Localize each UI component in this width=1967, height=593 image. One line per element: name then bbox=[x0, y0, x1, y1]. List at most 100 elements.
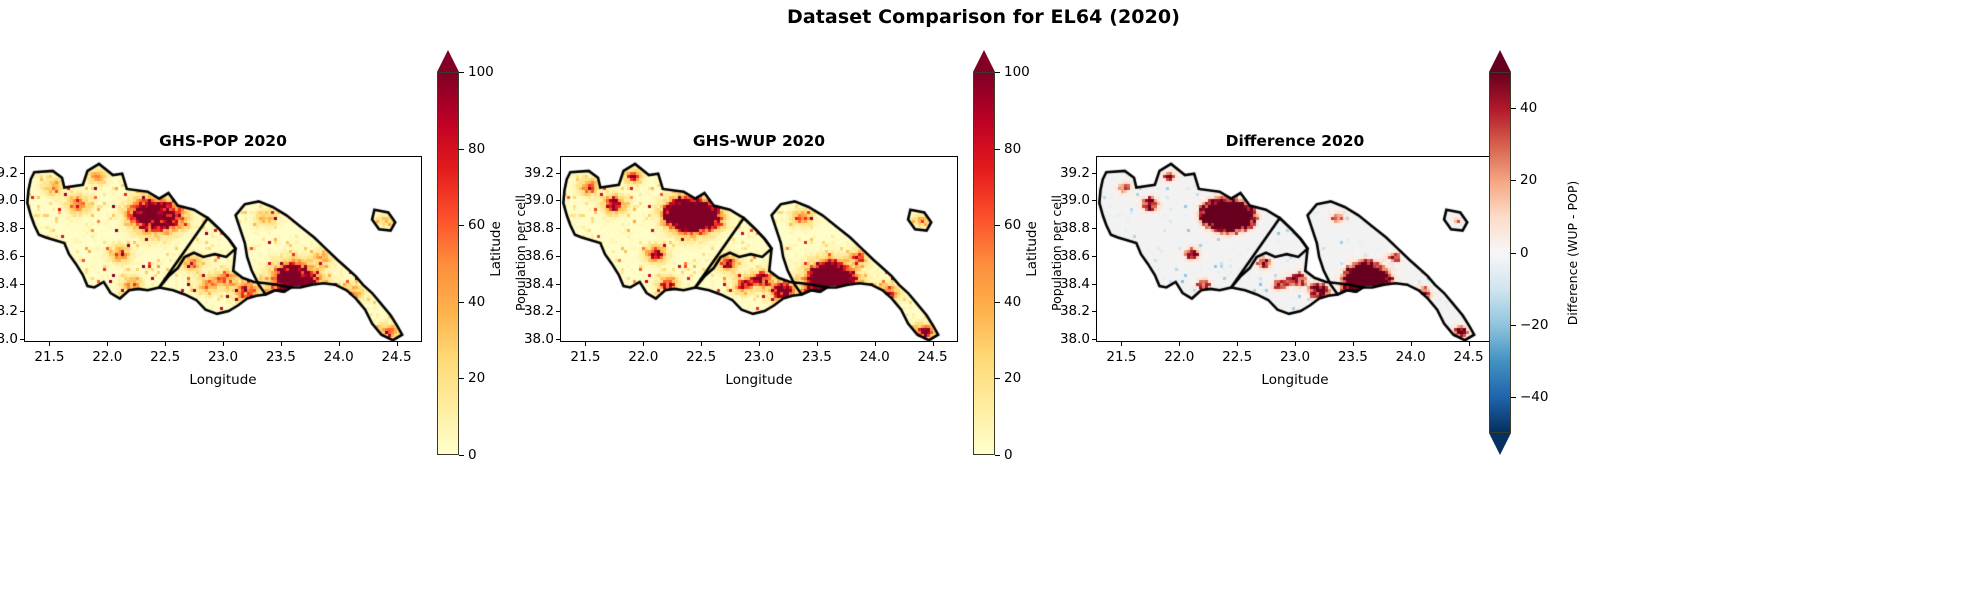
colorbar-tick-label: 0 bbox=[1520, 244, 1529, 261]
xtick-label: 22.0 bbox=[92, 349, 123, 365]
xtick bbox=[1468, 342, 1470, 346]
xtick bbox=[1410, 342, 1412, 346]
xtick bbox=[932, 342, 934, 346]
yaxis-label: Latitude bbox=[1024, 221, 1040, 277]
axes-difference bbox=[1096, 156, 1494, 342]
ytick bbox=[556, 228, 560, 230]
ytick-label: 38.8 bbox=[523, 220, 554, 237]
colorbar-tick bbox=[459, 148, 464, 150]
ytick bbox=[556, 283, 560, 285]
colorbar-tick-label: 20 bbox=[1004, 370, 1022, 387]
map-raster-difference bbox=[1097, 157, 1493, 341]
ytick-label: 38.4 bbox=[0, 275, 18, 292]
xtick-label: 22.0 bbox=[1164, 349, 1195, 365]
colorbar-tick bbox=[995, 225, 1000, 227]
colorbar-tick bbox=[459, 72, 464, 73]
colorbar-tick bbox=[995, 455, 1000, 456]
axes-ghs-pop bbox=[24, 156, 422, 342]
colorbar-tick-label: 20 bbox=[1520, 172, 1538, 189]
xtick-label: 23.0 bbox=[1279, 349, 1311, 365]
colorbar-ghs-wup: 0 20 40 60 80 100 Population per cell bbox=[973, 50, 1064, 463]
xtick bbox=[816, 342, 818, 346]
colorbar-tick bbox=[1511, 324, 1516, 326]
xtick-label: 23.5 bbox=[1337, 349, 1368, 365]
ytick bbox=[1092, 311, 1096, 313]
ytick-label: 39.0 bbox=[1059, 192, 1090, 209]
ytick-label: 39.2 bbox=[0, 164, 18, 181]
ytick-label: 39.0 bbox=[523, 192, 554, 209]
colorbar-gradient-ghs-pop bbox=[437, 72, 459, 455]
map-raster-ghs-wup bbox=[561, 157, 957, 341]
xtick-label: 23.0 bbox=[207, 349, 239, 365]
xtick bbox=[874, 342, 876, 346]
xtick bbox=[1352, 342, 1354, 346]
colorbar-tick-label: −40 bbox=[1520, 388, 1549, 405]
colorbar-ghs-pop: 0 20 40 60 80 100 Population per cell bbox=[437, 50, 528, 463]
ytick bbox=[20, 255, 24, 257]
ytick-label: 38.6 bbox=[523, 247, 554, 264]
ytick-label: 38.0 bbox=[523, 331, 554, 348]
ytick bbox=[1092, 283, 1096, 285]
ytick-label: 38.6 bbox=[1059, 247, 1090, 264]
xtick bbox=[165, 342, 167, 346]
xtick-label: 22.5 bbox=[150, 349, 181, 365]
colorbar-tick-label: 0 bbox=[1004, 447, 1013, 463]
colorbar-tick bbox=[995, 378, 1000, 380]
colorbar-tick-label: 40 bbox=[468, 293, 486, 310]
xaxis-label: Longitude bbox=[725, 372, 793, 388]
xtick bbox=[759, 342, 760, 346]
colorbar-gradient-difference bbox=[1489, 72, 1511, 433]
ytick bbox=[556, 339, 560, 341]
colorbar-tick bbox=[1511, 180, 1516, 182]
xtick-label: 21.5 bbox=[34, 349, 65, 365]
xtick bbox=[107, 342, 109, 346]
colorbar-tick-label: 40 bbox=[1004, 293, 1022, 310]
ytick bbox=[556, 172, 560, 174]
ytick bbox=[556, 255, 560, 257]
colorbar-gradient-ghs-wup bbox=[973, 72, 995, 455]
xtick bbox=[585, 342, 587, 346]
ytick bbox=[1092, 255, 1096, 257]
colorbar-tick-label: 20 bbox=[468, 370, 486, 387]
ytick bbox=[1092, 200, 1096, 202]
panel-title-ghs-wup: GHS-WUP 2020 bbox=[692, 132, 826, 150]
yaxis-label: Latitude bbox=[488, 221, 504, 277]
colorbar-tick-label: 60 bbox=[468, 217, 486, 234]
ytick-label: 38.8 bbox=[1059, 220, 1090, 237]
xtick-label: 21.5 bbox=[1106, 349, 1137, 365]
xtick-label: 21.5 bbox=[570, 349, 601, 365]
map-raster-ghs-pop bbox=[25, 157, 421, 341]
colorbar-tick bbox=[995, 301, 1000, 303]
xtick-label: 22.0 bbox=[628, 349, 659, 365]
colorbar-label-difference: Difference (WUP - POP) bbox=[1565, 180, 1580, 325]
colorbar-tick bbox=[995, 72, 1000, 73]
colorbar-tick bbox=[1511, 252, 1516, 254]
xtick-label: 24.0 bbox=[323, 349, 354, 365]
xtick bbox=[223, 342, 224, 346]
colorbar-difference: −40 −20 0 20 40 Difference (WUP - POP) bbox=[1489, 50, 1580, 455]
colorbar-tick-label: −20 bbox=[1520, 316, 1549, 333]
xtick-label: 23.5 bbox=[265, 349, 296, 365]
xtick bbox=[280, 342, 282, 346]
ytick-label: 38.4 bbox=[1059, 275, 1090, 292]
colorbar-tick-label: 40 bbox=[1520, 100, 1538, 117]
ytick-label: 39.2 bbox=[523, 164, 554, 181]
colorbar-extend-max-arrow-ghs-wup bbox=[973, 50, 995, 72]
xtick-label: 22.5 bbox=[686, 349, 717, 365]
colorbar-tick bbox=[459, 455, 464, 456]
ytick bbox=[1092, 339, 1096, 341]
ytick bbox=[20, 228, 24, 230]
ytick-label: 38.2 bbox=[0, 303, 18, 320]
ytick-label: 38.8 bbox=[0, 220, 18, 237]
xtick-label: 24.0 bbox=[1395, 349, 1426, 365]
colorbar-tick-label: 100 bbox=[1004, 64, 1030, 80]
ytick-label: 38.0 bbox=[0, 331, 18, 348]
ytick bbox=[556, 200, 560, 202]
xtick bbox=[1295, 342, 1296, 346]
colorbar-tick-label: 80 bbox=[468, 140, 486, 157]
xtick-label: 24.5 bbox=[917, 349, 948, 365]
colorbar-tick-label: 0 bbox=[468, 447, 477, 463]
colorbar-tick bbox=[1511, 396, 1516, 398]
colorbar-tick bbox=[995, 148, 1000, 150]
